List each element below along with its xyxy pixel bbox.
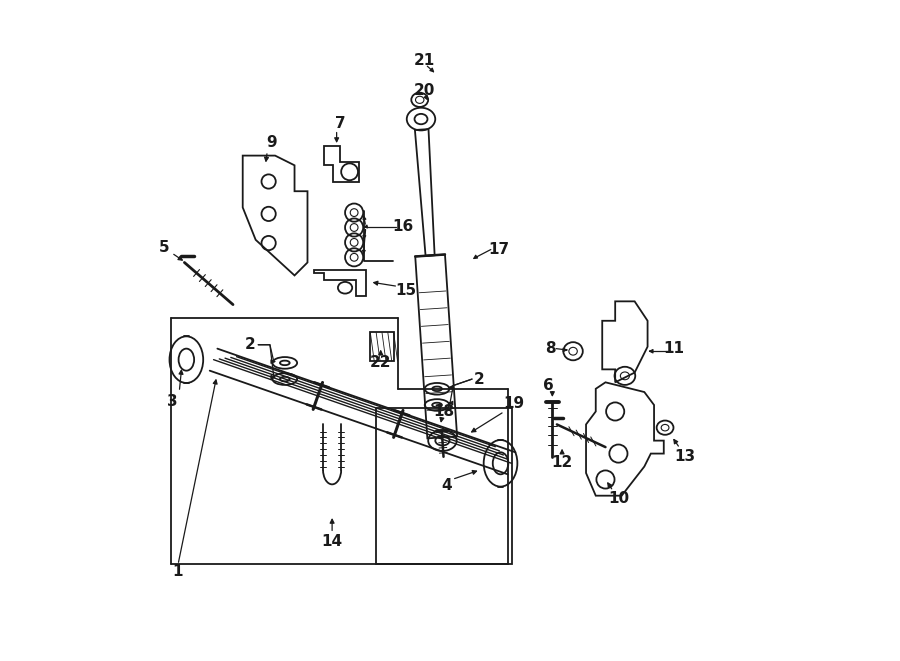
Text: 8: 8 bbox=[545, 341, 555, 356]
Text: 21: 21 bbox=[413, 53, 435, 68]
Text: 3: 3 bbox=[167, 394, 178, 409]
Text: 16: 16 bbox=[392, 219, 414, 235]
Text: 13: 13 bbox=[674, 449, 695, 464]
Text: 9: 9 bbox=[266, 135, 277, 150]
Text: 15: 15 bbox=[395, 283, 417, 298]
Text: 2: 2 bbox=[245, 337, 256, 352]
Text: 7: 7 bbox=[335, 116, 346, 131]
Text: 6: 6 bbox=[543, 378, 553, 393]
Bar bbox=[375, 408, 511, 564]
Text: 4: 4 bbox=[441, 479, 452, 494]
Text: 20: 20 bbox=[413, 83, 435, 98]
Text: 18: 18 bbox=[433, 404, 454, 419]
Text: 12: 12 bbox=[552, 455, 572, 470]
Text: 5: 5 bbox=[158, 240, 169, 255]
Bar bbox=[370, 332, 393, 361]
Text: 14: 14 bbox=[321, 533, 343, 549]
Text: 1: 1 bbox=[173, 564, 184, 579]
Text: 2: 2 bbox=[473, 371, 484, 387]
Text: 19: 19 bbox=[503, 395, 524, 410]
Text: 11: 11 bbox=[663, 341, 684, 356]
Text: 22: 22 bbox=[370, 356, 392, 370]
Text: 10: 10 bbox=[608, 491, 629, 506]
Text: 17: 17 bbox=[488, 242, 509, 257]
